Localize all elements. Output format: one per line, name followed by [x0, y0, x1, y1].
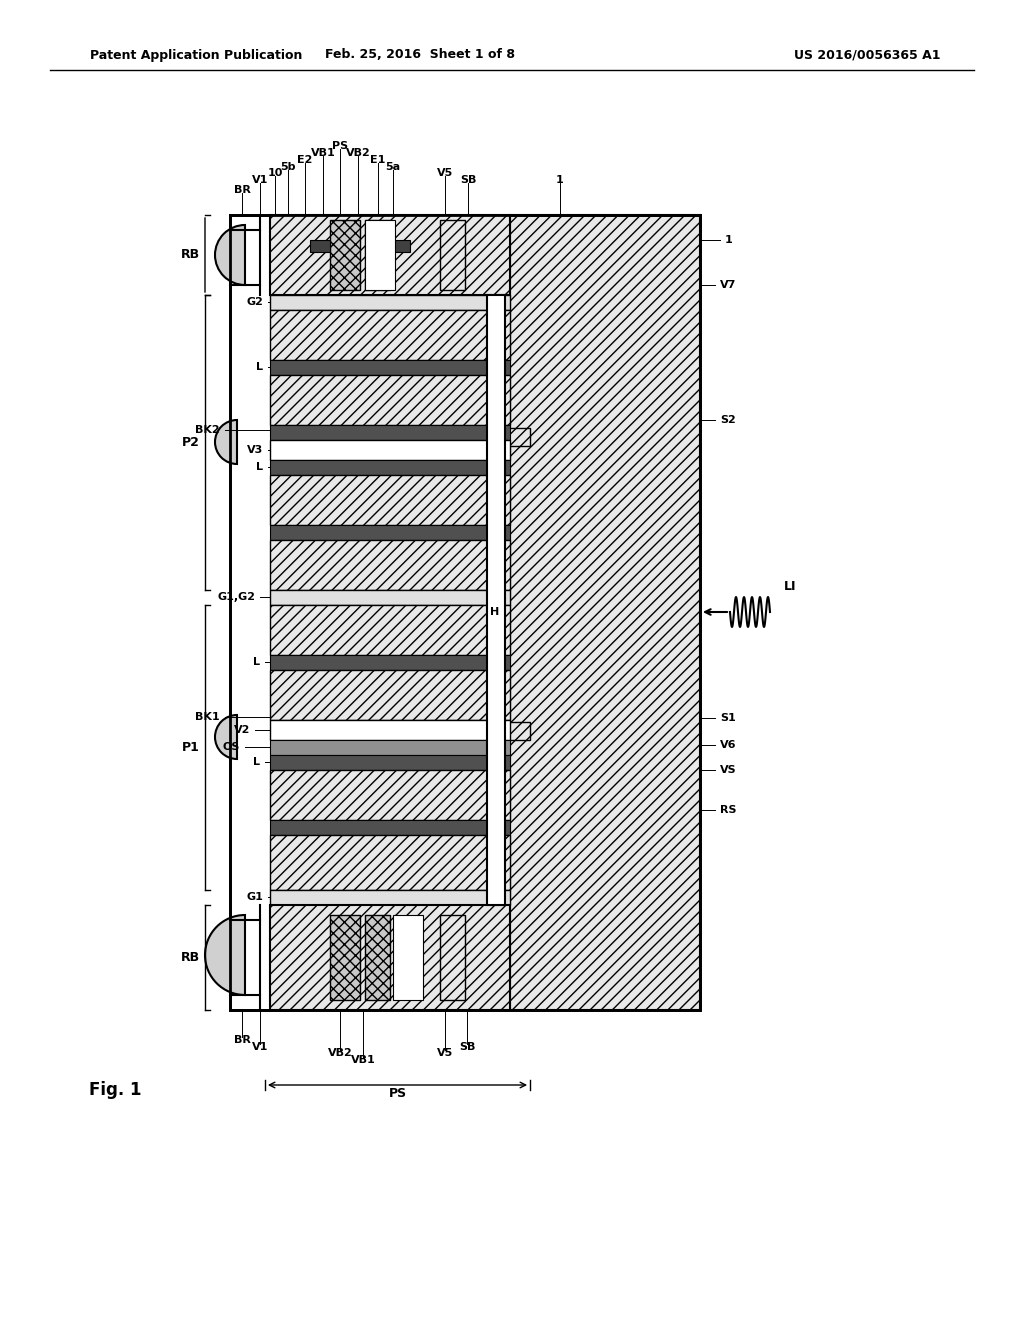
Text: PS: PS	[388, 1086, 407, 1100]
Text: BR: BR	[233, 1035, 251, 1045]
Text: E1: E1	[371, 154, 386, 165]
Text: VB1: VB1	[350, 1055, 376, 1065]
Bar	[270, 836, 510, 890]
Bar	[480, 428, 530, 446]
Bar	[270, 719, 510, 741]
Text: VS: VS	[720, 766, 736, 775]
Bar	[270, 605, 510, 655]
Text: SB: SB	[459, 1041, 475, 1052]
Bar	[270, 294, 510, 310]
Text: 5a: 5a	[385, 162, 400, 172]
Text: Fig. 1: Fig. 1	[89, 1081, 141, 1100]
Text: S2: S2	[720, 414, 736, 425]
Wedge shape	[215, 420, 237, 465]
Text: BK2: BK2	[196, 425, 220, 436]
Text: V1: V1	[252, 176, 268, 185]
Bar	[440, 915, 465, 1001]
Text: Feb. 25, 2016  Sheet 1 of 8: Feb. 25, 2016 Sheet 1 of 8	[325, 49, 515, 62]
Text: V6: V6	[720, 741, 736, 750]
Bar	[270, 440, 510, 459]
Bar	[270, 375, 510, 425]
Wedge shape	[205, 915, 245, 995]
Wedge shape	[215, 715, 237, 759]
Bar	[270, 755, 510, 770]
Bar	[470, 432, 482, 440]
Bar	[270, 906, 510, 1010]
Bar	[270, 540, 510, 590]
Bar	[487, 294, 505, 906]
Text: G1,G2: G1,G2	[217, 591, 255, 602]
Bar	[270, 671, 510, 719]
Text: 1: 1	[556, 176, 564, 185]
Text: SB: SB	[460, 176, 476, 185]
Bar	[270, 459, 510, 475]
Bar	[270, 360, 510, 375]
Bar	[440, 220, 465, 290]
Wedge shape	[215, 224, 245, 285]
Bar	[270, 655, 510, 671]
Bar	[270, 590, 510, 605]
Text: LI: LI	[783, 581, 797, 594]
Text: BR: BR	[233, 185, 251, 195]
Text: V7: V7	[720, 280, 736, 290]
Text: L: L	[256, 462, 263, 473]
Text: VB2: VB2	[346, 148, 371, 158]
Text: E2: E2	[297, 154, 312, 165]
Bar	[330, 915, 360, 1001]
Text: P2: P2	[182, 436, 200, 449]
Text: V5: V5	[437, 1048, 454, 1059]
Text: V2: V2	[233, 725, 250, 735]
Text: L: L	[253, 657, 260, 667]
Bar	[270, 890, 510, 906]
Bar	[470, 726, 482, 734]
Bar	[480, 722, 530, 741]
Bar	[365, 220, 390, 290]
Bar	[270, 770, 510, 820]
Bar	[310, 240, 330, 252]
Text: V3: V3	[247, 445, 263, 455]
Text: RS: RS	[720, 805, 736, 814]
Text: Patent Application Publication: Patent Application Publication	[90, 49, 302, 62]
Text: H: H	[490, 607, 500, 616]
Bar	[270, 310, 510, 360]
Text: US 2016/0056365 A1: US 2016/0056365 A1	[794, 49, 940, 62]
Bar	[330, 220, 360, 290]
Text: G1: G1	[246, 892, 263, 902]
Text: 5b: 5b	[281, 162, 296, 172]
Bar	[230, 215, 700, 1010]
Text: V1: V1	[252, 1041, 268, 1052]
Text: VB2: VB2	[328, 1048, 352, 1059]
Text: P1: P1	[182, 741, 200, 754]
Bar	[393, 915, 423, 1001]
Text: L: L	[256, 362, 263, 372]
Bar	[270, 525, 510, 540]
Bar	[270, 820, 510, 836]
Text: V5: V5	[437, 168, 454, 178]
Text: 10: 10	[267, 168, 283, 178]
Text: G2: G2	[246, 297, 263, 308]
Bar	[270, 215, 510, 294]
Text: VB1: VB1	[310, 148, 336, 158]
Text: L: L	[253, 756, 260, 767]
Text: 1: 1	[725, 235, 733, 246]
Bar	[510, 215, 700, 1010]
Bar	[270, 475, 510, 525]
Text: PS: PS	[332, 141, 348, 150]
Bar	[270, 425, 510, 440]
Text: S1: S1	[720, 713, 736, 723]
Text: RB: RB	[181, 950, 200, 964]
Text: RB: RB	[181, 248, 200, 261]
Bar	[365, 220, 395, 290]
Bar	[365, 915, 390, 1001]
Text: BK1: BK1	[196, 711, 220, 722]
Bar	[390, 240, 410, 252]
Text: OS: OS	[222, 742, 240, 752]
Bar	[270, 741, 510, 755]
